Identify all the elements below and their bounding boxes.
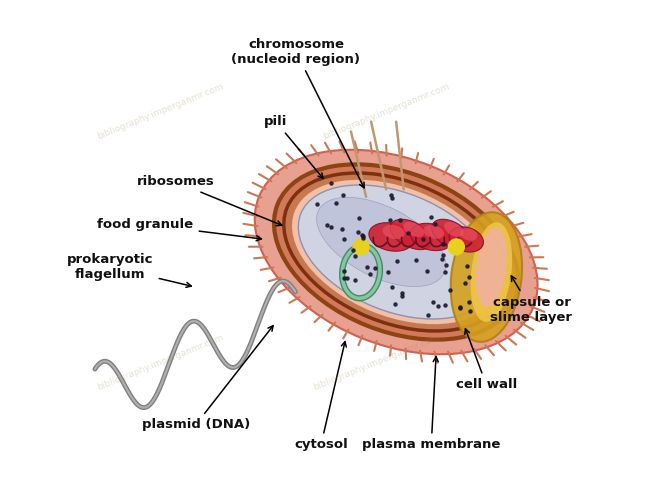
Point: [338, 192, 349, 200]
Point: [362, 263, 372, 271]
Point: [423, 310, 433, 319]
Ellipse shape: [403, 222, 424, 237]
Ellipse shape: [411, 223, 452, 250]
Text: bibliography.imperganmr.com: bibliography.imperganmr.com: [96, 82, 225, 141]
Point: [358, 233, 368, 241]
Point: [389, 300, 400, 308]
Point: [364, 270, 375, 278]
Point: [437, 255, 448, 263]
Circle shape: [448, 239, 464, 255]
Ellipse shape: [255, 150, 538, 354]
Ellipse shape: [476, 227, 507, 307]
Point: [464, 307, 475, 315]
Point: [437, 240, 448, 248]
Point: [439, 301, 450, 309]
Point: [349, 276, 360, 284]
Point: [353, 228, 364, 236]
Point: [441, 261, 452, 269]
Point: [353, 214, 364, 222]
Point: [358, 232, 368, 240]
Point: [430, 220, 441, 228]
Point: [417, 234, 428, 242]
Point: [392, 257, 403, 265]
Point: [347, 246, 358, 254]
Text: ribosomes: ribosomes: [136, 175, 282, 226]
Point: [411, 256, 421, 264]
Point: [394, 216, 405, 224]
Point: [342, 274, 353, 282]
Text: capsule or
slime layer: capsule or slime layer: [491, 276, 573, 324]
Point: [464, 298, 474, 306]
Ellipse shape: [369, 223, 413, 251]
Ellipse shape: [432, 219, 471, 249]
Ellipse shape: [382, 225, 405, 239]
Point: [331, 199, 341, 207]
Text: bibliography.imperganmr.com: bibliography.imperganmr.com: [312, 333, 441, 392]
Point: [454, 303, 465, 311]
Point: [464, 273, 474, 281]
Point: [349, 251, 360, 260]
Text: cell wall: cell wall: [456, 329, 517, 391]
Ellipse shape: [390, 219, 432, 249]
Point: [460, 279, 470, 287]
Point: [386, 194, 397, 202]
Point: [428, 298, 439, 306]
Point: [445, 286, 456, 294]
Point: [386, 283, 397, 291]
Point: [356, 231, 367, 239]
Text: bibliography.imperganmr.com: bibliography.imperganmr.com: [322, 82, 451, 141]
Ellipse shape: [451, 212, 522, 342]
Text: food granule: food granule: [97, 218, 261, 241]
Point: [339, 267, 349, 275]
Point: [462, 262, 472, 270]
Text: cytosol: cytosol: [294, 342, 348, 452]
Ellipse shape: [317, 198, 446, 287]
Ellipse shape: [292, 180, 500, 324]
Text: chromosome
(nucleoid region): chromosome (nucleoid region): [231, 37, 364, 188]
Ellipse shape: [460, 228, 477, 241]
Text: pili: pili: [264, 115, 323, 178]
Text: prokaryotic
flagellum: prokaryotic flagellum: [67, 253, 192, 287]
Ellipse shape: [423, 225, 444, 239]
Point: [311, 200, 322, 208]
Point: [326, 223, 337, 231]
Point: [325, 179, 336, 187]
Point: [397, 289, 408, 297]
Point: [370, 264, 381, 272]
Point: [403, 229, 413, 237]
Ellipse shape: [449, 227, 483, 252]
Circle shape: [353, 239, 369, 255]
Point: [438, 251, 449, 259]
Point: [433, 302, 444, 310]
Ellipse shape: [298, 185, 494, 319]
Point: [454, 304, 465, 312]
Point: [439, 269, 450, 277]
Point: [339, 274, 350, 282]
Point: [339, 235, 349, 243]
Point: [382, 268, 393, 276]
Point: [396, 292, 407, 300]
Text: bibliography.imperganmr.com: bibliography.imperganmr.com: [96, 333, 225, 392]
Text: plasmid (DNA): plasmid (DNA): [142, 326, 273, 431]
Point: [385, 191, 396, 199]
Ellipse shape: [284, 173, 509, 331]
Text: plasma membrane: plasma membrane: [362, 357, 501, 452]
Point: [385, 216, 396, 224]
Ellipse shape: [274, 164, 518, 340]
Point: [337, 225, 347, 233]
Point: [422, 268, 433, 276]
Ellipse shape: [444, 222, 464, 237]
Point: [322, 221, 333, 229]
Ellipse shape: [470, 222, 512, 322]
Point: [425, 213, 436, 221]
